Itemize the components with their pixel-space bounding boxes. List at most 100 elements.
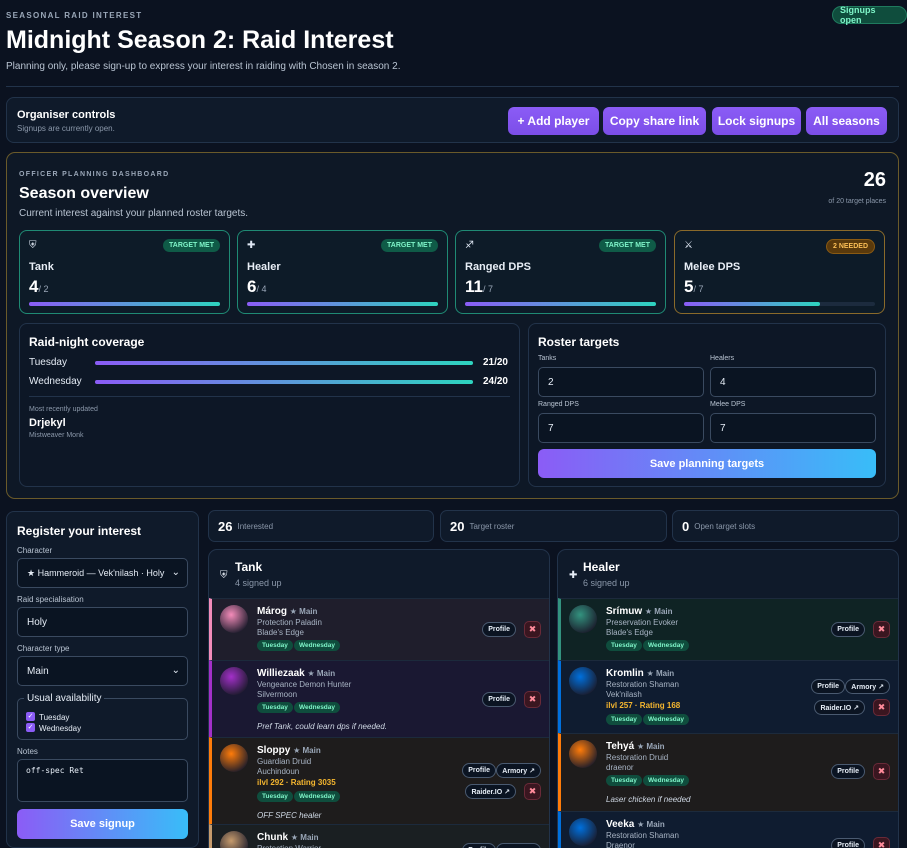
coverage-bar-tuesday (95, 361, 473, 365)
tank-column-count: 4 signed up (235, 578, 282, 588)
close-icon: ✖ (528, 694, 537, 704)
recent-update-spec: Mistweaver Monk (29, 432, 84, 439)
dashboard-kicker: OFFICER PLANNING DASHBOARD (19, 171, 170, 178)
profile-button[interactable]: Profile (831, 764, 865, 779)
role-name: Healer (247, 261, 281, 273)
character-label: Character (17, 546, 53, 555)
role-progress-bar (29, 302, 220, 306)
close-icon: ✖ (877, 766, 886, 776)
player-main-tag: ★ Main (637, 820, 665, 829)
role-target: / 4 (256, 284, 267, 294)
player-main-tag: ★ Main (646, 669, 675, 678)
day-badge-wednesday: Wednesday (294, 791, 341, 802)
tank-column: ⛨ Tank 4 signed up Márog ★ Main Protectio… (208, 549, 550, 848)
armory-button[interactable]: Armory ↗ (496, 763, 541, 778)
add-player-button[interactable]: + Add player (508, 107, 599, 135)
avatar (220, 831, 248, 848)
healer-player-row: Tehyá ★ Main Restoration Druid draenor Tues… (558, 733, 898, 811)
player-name: Srímuw (606, 606, 643, 617)
tank-player-row: Sloppy ★ Main Guardian Druid Auchindoun ilv… (209, 737, 549, 824)
profile-button[interactable]: Profile (831, 622, 865, 637)
healer-player-row: Srímuw ★ Main Preservation Evoker Blade's … (558, 598, 898, 660)
player-spec: Guardian Druid (257, 757, 312, 766)
all-seasons-button[interactable]: All seasons (806, 107, 887, 135)
armory-button[interactable]: Armory ↗ (496, 843, 541, 848)
player-main-tag: ★ Main (293, 746, 321, 755)
lock-signups-button[interactable]: Lock signups (712, 107, 801, 135)
healers-target-input[interactable]: 4 (710, 367, 876, 397)
role-status-badge: TARGET MET (163, 239, 220, 252)
player-note: Laser chicken if needed (606, 795, 691, 804)
character-type-select[interactable]: Main ⌄ (17, 656, 188, 686)
day-badge-tuesday: Tuesday (606, 714, 642, 725)
healers-target-label: Healers (710, 355, 735, 362)
remove-player-button[interactable]: ✖ (873, 763, 890, 780)
player-realm: Auchindoun (257, 767, 300, 776)
armory-button[interactable]: Armory ↗ (845, 679, 890, 694)
copy-share-link-button[interactable]: Copy share link (603, 107, 706, 135)
shield-icon: ⛨ (29, 240, 37, 251)
tuesday-checkbox[interactable]: ✓ (26, 712, 35, 721)
shield-icon: ⛨ (220, 570, 228, 581)
profile-button[interactable]: Profile (482, 622, 516, 637)
availability-fieldset: Usual availability ✓ Tuesday ✓ Wednesday (17, 693, 188, 740)
player-realm: Silvermoon (257, 690, 298, 699)
melee-target-input[interactable]: 7 (710, 413, 876, 443)
role-target: / 7 (693, 284, 704, 294)
avatar (569, 740, 597, 768)
tanks-target-input[interactable]: 2 (538, 367, 704, 397)
remove-player-button[interactable]: ✖ (524, 783, 541, 800)
remove-player-button[interactable]: ✖ (524, 621, 541, 638)
coverage-value-tuesday: 21/20 (482, 357, 508, 368)
player-spec: Protection Warrior (257, 844, 321, 848)
stat-open-slots-value: 0 (682, 518, 690, 534)
role-count: 4 (29, 277, 39, 296)
remove-player-button[interactable]: ✖ (524, 691, 541, 708)
player-name-line: Márog ★ Main (257, 606, 317, 617)
stat-interested-value: 26 (218, 518, 233, 534)
healer-player-row: Veeka ★ Main Restoration Shaman Draenor Pro… (558, 811, 898, 848)
profile-button[interactable]: Profile (462, 843, 496, 848)
remove-player-button[interactable]: ✖ (873, 837, 890, 848)
raiderio-button[interactable]: Raider.IO ↗ (814, 700, 865, 715)
role-progress-bar (247, 302, 438, 306)
day-badge-tuesday: Tuesday (257, 791, 293, 802)
notes-textarea[interactable]: off-spec Ret (17, 759, 188, 802)
ranged-target-input[interactable]: 7 (538, 413, 704, 443)
profile-button[interactable]: Profile (462, 763, 496, 778)
close-icon: ✖ (877, 624, 886, 634)
role-name: Ranged DPS (465, 261, 532, 273)
role-card-2: ♐ TARGET MET Ranged DPS 11/ 7 (455, 230, 666, 314)
avatar (220, 744, 248, 772)
ranged-target-label: Ranged DPS (538, 401, 579, 408)
save-planning-targets-button[interactable]: Save planning targets (538, 449, 876, 478)
page-subtitle: Planning only, please sign-up to express… (6, 61, 401, 72)
spec-input[interactable]: Holy (17, 607, 188, 637)
day-badge-tuesday: Tuesday (606, 775, 642, 786)
profile-button[interactable]: Profile (811, 679, 845, 694)
role-target: / 2 (38, 284, 49, 294)
tuesday-checkbox-label: Tuesday (39, 713, 70, 722)
avatar (569, 818, 597, 846)
role-count-wrap: 4/ 2 (29, 277, 48, 297)
raid-night-coverage-panel: Raid-night coverage Tuesday 21/20 Wednes… (19, 323, 520, 487)
player-name: Tehyá (606, 741, 635, 752)
signups-status-badge: Signups open (832, 5, 907, 25)
close-icon: ✖ (877, 702, 886, 712)
tank-column-title: Tank (235, 560, 263, 574)
player-spec: Protection Paladin (257, 618, 322, 627)
wednesday-checkbox[interactable]: ✓ (26, 723, 35, 732)
profile-button[interactable]: Profile (831, 838, 865, 848)
chevron-down-icon: ⌄ (171, 665, 180, 676)
stat-interested-label: Interested (237, 521, 274, 531)
character-select[interactable]: ★ Hammeroid — Vek'nilash · Holy ⌄ (17, 558, 188, 588)
raiderio-button[interactable]: Raider.IO ↗ (465, 784, 516, 799)
remove-player-button[interactable]: ✖ (873, 699, 890, 716)
register-interest-panel: Register your interest Character ★ Hamme… (6, 511, 199, 848)
save-signup-button[interactable]: Save signup (17, 809, 188, 839)
profile-button[interactable]: Profile (482, 692, 516, 707)
remove-player-button[interactable]: ✖ (873, 621, 890, 638)
player-name: Chunk (257, 832, 289, 843)
player-realm: Draenor (606, 841, 635, 848)
